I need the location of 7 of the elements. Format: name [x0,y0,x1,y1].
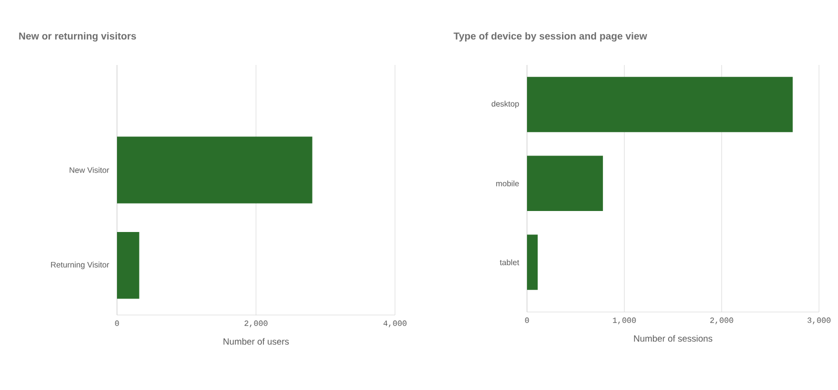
x-axis-title: Number of sessions [634,335,712,342]
bar [527,76,793,132]
x-axis-title: Number of users [224,338,289,345]
bar [527,234,538,290]
bar [527,156,603,211]
chart-title: New or returning visitors [19,32,136,42]
chart-title: Type of device by session and page view [454,32,648,42]
